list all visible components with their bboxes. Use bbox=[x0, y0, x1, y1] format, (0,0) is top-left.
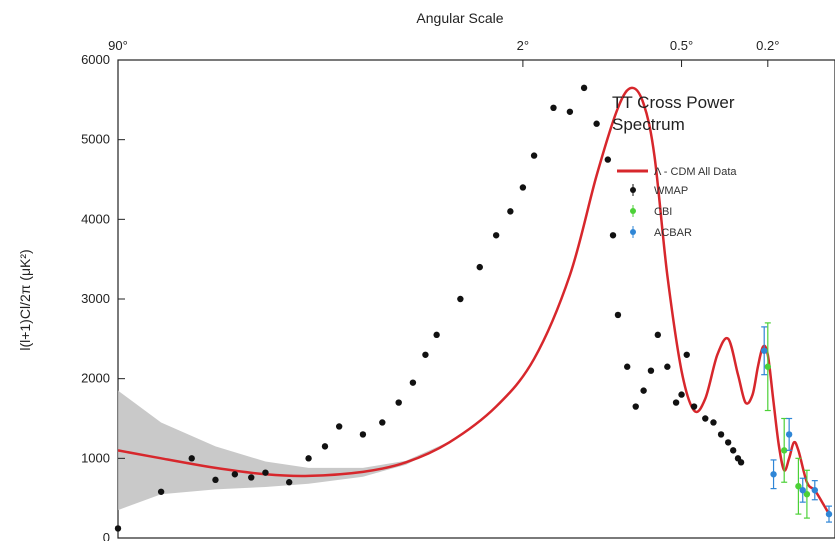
wmap-points bbox=[114, 84, 745, 532]
lcdm-curve-path bbox=[117, 86, 831, 515]
y-axis-ticks: 0 1000 2000 3000 4000 5000 6000 bbox=[81, 52, 125, 541]
wmap-point bbox=[457, 295, 464, 303]
top-tick-label: 0.5° bbox=[670, 38, 693, 53]
top-axis-label: Angular Scale bbox=[416, 10, 503, 26]
wmap-point bbox=[262, 469, 269, 476]
wmap-point bbox=[476, 263, 483, 271]
legend-swatch-cbi bbox=[630, 208, 636, 214]
wmap-point bbox=[395, 399, 402, 406]
wmap-point bbox=[379, 419, 386, 426]
y-tick-label: 6000 bbox=[81, 52, 110, 67]
wmap-point bbox=[604, 156, 612, 163]
wmap-point bbox=[492, 232, 500, 239]
wmap-point bbox=[737, 459, 745, 466]
wmap-point bbox=[729, 447, 737, 454]
top-tick-label: 90° bbox=[108, 38, 128, 53]
cbi-point bbox=[780, 447, 788, 454]
wmap-point bbox=[566, 108, 574, 115]
wmap-point bbox=[710, 419, 717, 426]
wmap-point bbox=[647, 367, 655, 374]
legend-swatch-wmap bbox=[630, 187, 636, 193]
wmap-point bbox=[678, 391, 685, 398]
wmap-point bbox=[305, 455, 312, 462]
wmap-point bbox=[609, 232, 617, 239]
legend-label-acbar: ACBAR bbox=[654, 227, 692, 239]
wmap-point bbox=[321, 443, 329, 450]
wmap-point bbox=[507, 208, 514, 215]
wmap-point bbox=[672, 399, 680, 406]
wmap-point bbox=[530, 152, 538, 159]
top-tick-label: 2° bbox=[517, 38, 529, 53]
wmap-point bbox=[724, 439, 732, 446]
wmap-point bbox=[632, 403, 639, 410]
acbar-point bbox=[770, 471, 777, 478]
wmap-point bbox=[654, 331, 662, 339]
acbar-point bbox=[785, 431, 793, 438]
cbi-points bbox=[764, 322, 811, 519]
y-tick-label: 4000 bbox=[81, 211, 110, 226]
wmap-point bbox=[359, 431, 367, 438]
wmap-point bbox=[683, 351, 690, 358]
acbar-point bbox=[799, 487, 806, 494]
legend-label-lcdm: Λ - CDM All Data bbox=[654, 166, 737, 178]
wmap-point bbox=[717, 431, 725, 438]
wmap-point bbox=[624, 363, 631, 370]
legend-swatch-acbar bbox=[630, 229, 636, 235]
wmap-point bbox=[550, 104, 557, 112]
wmap-point bbox=[422, 351, 429, 358]
cbi-point bbox=[764, 363, 772, 370]
legend-label-cbi: CBI bbox=[654, 206, 672, 218]
acbar-point bbox=[825, 510, 833, 518]
y-tick-label: 1000 bbox=[81, 450, 110, 465]
acbar-point bbox=[760, 347, 768, 354]
wmap-point bbox=[285, 479, 293, 486]
wmap-point bbox=[640, 387, 647, 394]
variance-band-area bbox=[118, 390, 450, 511]
top-axis-ticks: 90° 2° 0.5° 0.2° bbox=[108, 38, 779, 67]
top-tick-label: 0.2° bbox=[756, 38, 779, 53]
lcdm-curve bbox=[117, 86, 831, 515]
wmap-point bbox=[614, 311, 622, 319]
wmap-point bbox=[433, 331, 440, 339]
y-tick-label: 5000 bbox=[81, 132, 110, 147]
wmap-point bbox=[188, 455, 195, 462]
y-tick-label: 0 bbox=[103, 530, 110, 541]
wmap-point bbox=[593, 120, 600, 127]
acbar-point bbox=[811, 487, 818, 494]
y-tick-label: 2000 bbox=[81, 371, 110, 386]
wmap-point bbox=[212, 476, 219, 484]
wmap-point bbox=[664, 363, 671, 370]
chart-title-line-1: TT Cross Power bbox=[612, 93, 735, 112]
wmap-point bbox=[519, 184, 527, 191]
legend: Λ - CDM All Data WMAP CBI ACBAR bbox=[617, 166, 737, 239]
wmap-point bbox=[157, 488, 165, 495]
y-tick-label: 3000 bbox=[81, 291, 110, 306]
wmap-point bbox=[690, 403, 698, 410]
wmap-point bbox=[409, 379, 417, 386]
wmap-point bbox=[580, 84, 588, 92]
chart-title-line-2: Spectrum bbox=[612, 115, 685, 134]
y-axis-label: l(l+1)Cl/2π (μK²) bbox=[17, 249, 33, 350]
cbi-point bbox=[795, 483, 802, 490]
cbi-point bbox=[803, 490, 811, 498]
cosmic-variance-band bbox=[118, 390, 450, 511]
legend-label-wmap: WMAP bbox=[654, 185, 688, 197]
wmap-point bbox=[335, 423, 343, 430]
wmap-point bbox=[702, 415, 709, 422]
acbar-points bbox=[760, 326, 833, 523]
wmap-point bbox=[114, 525, 122, 532]
wmap-point bbox=[248, 474, 255, 481]
wmap-point bbox=[231, 471, 239, 478]
